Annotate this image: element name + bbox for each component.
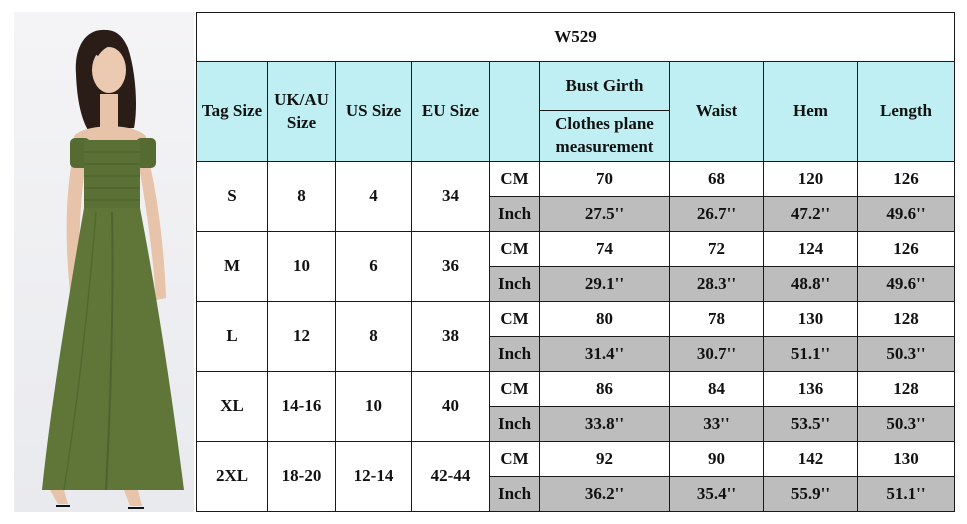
unit-inch-label: Inch — [489, 406, 540, 442]
hem-inch-cell: 53.5'' — [763, 406, 858, 442]
length-inch-cell: 50.3'' — [856, 406, 956, 442]
us-size-cell: 12-14 — [335, 441, 412, 512]
waist-inch-cell: 28.3'' — [669, 266, 764, 302]
bust-inch-cell: 33.8'' — [539, 406, 670, 442]
header-waist: Waist — [669, 61, 764, 162]
header-length: Length — [856, 61, 956, 162]
size-row-s-cm: S 8 4 34 CM 70 68 120 126 — [196, 161, 956, 232]
waist-cm-cell: 72 — [669, 231, 764, 267]
hem-cm-cell: 120 — [763, 161, 858, 197]
us-size-cell: 8 — [335, 301, 412, 372]
unit-cm-label: CM — [489, 161, 540, 197]
us-size-cell: 6 — [335, 231, 412, 302]
length-inch-cell: 50.3'' — [856, 336, 956, 372]
eu-size-cell: 34 — [411, 161, 490, 232]
waist-inch-cell: 33'' — [669, 406, 764, 442]
model-photo — [14, 12, 194, 512]
waist-cm-cell: 68 — [669, 161, 764, 197]
model-figure-illustration — [42, 29, 184, 509]
waist-inch-cell: 35.4'' — [669, 476, 764, 512]
size-row-s-inch: Inch 27.5'' 26.7'' 47.2'' 49.6'' — [197, 196, 956, 232]
bust-cm-cell: 80 — [539, 301, 670, 337]
hem-inch-cell: 51.1'' — [763, 336, 858, 372]
size-row-xl-cm: XL 14-16 10 40 CM 86 84 136 128 — [196, 371, 956, 442]
size-row-2xl-cm: 2XL 18-20 12-14 42-44 CM 92 90 142 130 — [196, 441, 956, 512]
uk-au-size-cell: 8 — [267, 161, 336, 232]
bust-cm-cell: 92 — [539, 441, 670, 477]
bust-cm-cell: 86 — [539, 371, 670, 407]
size-row-xl-inch: Inch 33.8'' 33'' 53.5'' 50.3'' — [197, 406, 956, 442]
header-us-size: US Size — [335, 61, 412, 162]
hem-inch-cell: 47.2'' — [763, 196, 858, 232]
header-clothes-plane-measurement: Clothes plane measurement — [539, 110, 670, 162]
hem-cm-cell: 124 — [763, 231, 858, 267]
unit-cm-label: CM — [489, 371, 540, 407]
unit-cm-label: CM — [489, 301, 540, 337]
eu-size-cell: 40 — [411, 371, 490, 442]
header-hem: Hem — [763, 61, 858, 162]
waist-cm-cell: 84 — [669, 371, 764, 407]
product-code-title: W529 — [195, 12, 956, 62]
hem-cm-cell: 142 — [763, 441, 858, 477]
waist-inch-cell: 30.7'' — [669, 336, 764, 372]
eu-size-cell: 42-44 — [411, 441, 490, 512]
length-inch-cell: 51.1'' — [856, 476, 956, 512]
length-cm-cell: 130 — [856, 441, 956, 477]
uk-au-size-cell: 10 — [267, 231, 336, 302]
size-chart-table: W529 Tag Size UK/AU Size US Size EU Size… — [195, 12, 956, 512]
header-uk-au-size: UK/AU Size — [267, 61, 336, 162]
eu-size-cell: 38 — [411, 301, 490, 372]
hem-cm-cell: 136 — [763, 371, 858, 407]
header-eu-size: EU Size — [411, 61, 490, 162]
length-cm-cell: 128 — [856, 371, 956, 407]
us-size-cell: 10 — [335, 371, 412, 442]
bust-cm-cell: 70 — [539, 161, 670, 197]
unit-inch-label: Inch — [489, 196, 540, 232]
tag-size-cell: M — [196, 231, 268, 302]
hem-cm-cell: 130 — [763, 301, 858, 337]
bust-inch-cell: 31.4'' — [539, 336, 670, 372]
unit-cm-label: CM — [489, 231, 540, 267]
waist-cm-cell: 90 — [669, 441, 764, 477]
tag-size-cell: XL — [196, 371, 268, 442]
bust-inch-cell: 29.1'' — [539, 266, 670, 302]
unit-cm-label: CM — [489, 441, 540, 477]
size-row-m-cm: M 10 6 36 CM 74 72 124 126 — [196, 231, 956, 302]
bust-inch-cell: 27.5'' — [539, 196, 670, 232]
waist-cm-cell: 78 — [669, 301, 764, 337]
eu-size-cell: 36 — [411, 231, 490, 302]
tag-size-cell: S — [196, 161, 268, 232]
size-row-m-inch: Inch 29.1'' 28.3'' 48.8'' 49.6'' — [197, 266, 956, 302]
tag-size-cell: 2XL — [196, 441, 268, 512]
hem-inch-cell: 48.8'' — [763, 266, 858, 302]
unit-inch-label: Inch — [489, 266, 540, 302]
size-row-l-inch: Inch 31.4'' 30.7'' 51.1'' 50.3'' — [197, 336, 956, 372]
unit-inch-label: Inch — [489, 476, 540, 512]
length-inch-cell: 49.6'' — [856, 266, 956, 302]
length-inch-cell: 49.6'' — [856, 196, 956, 232]
hem-inch-cell: 55.9'' — [763, 476, 858, 512]
uk-au-size-cell: 14-16 — [267, 371, 336, 442]
header-tag-size: Tag Size — [196, 61, 268, 162]
tag-size-cell: L — [196, 301, 268, 372]
waist-inch-cell: 26.7'' — [669, 196, 764, 232]
length-cm-cell: 128 — [856, 301, 956, 337]
unit-inch-label: Inch — [489, 336, 540, 372]
bust-inch-cell: 36.2'' — [539, 476, 670, 512]
header-bust-girth: Bust Girth — [539, 61, 670, 111]
header-unit-blank — [489, 61, 540, 162]
bust-cm-cell: 74 — [539, 231, 670, 267]
length-cm-cell: 126 — [856, 231, 956, 267]
uk-au-size-cell: 12 — [267, 301, 336, 372]
length-cm-cell: 126 — [856, 161, 956, 197]
uk-au-size-cell: 18-20 — [267, 441, 336, 512]
size-row-2xl-inch: Inch 36.2'' 35.4'' 55.9'' 51.1'' — [197, 476, 956, 512]
size-row-l-cm: L 12 8 38 CM 80 78 130 128 — [196, 301, 956, 372]
us-size-cell: 4 — [335, 161, 412, 232]
